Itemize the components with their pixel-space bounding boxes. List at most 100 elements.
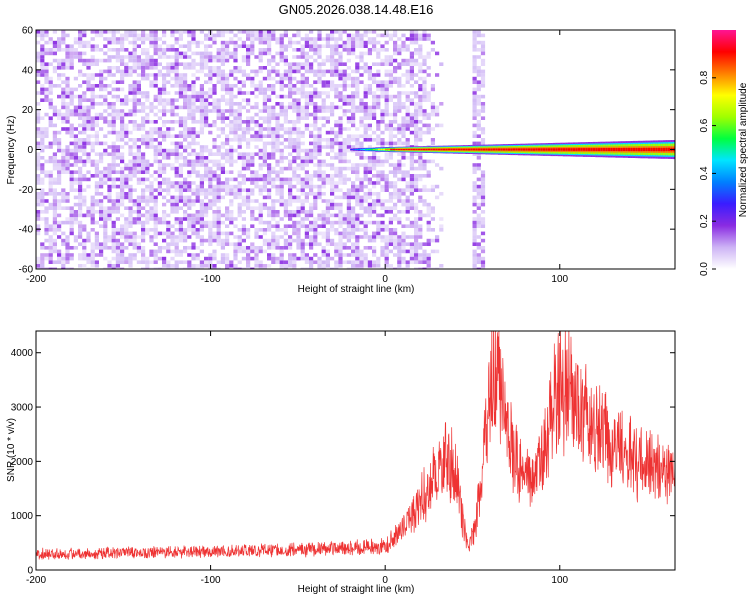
heatmap-cell: [376, 192, 381, 196]
heatmap-cell: [246, 73, 251, 77]
heatmap-cell: [359, 141, 364, 146]
heatmap-cell: [279, 184, 284, 189]
heatmap-cell: [367, 163, 372, 167]
heatmap-cell: [237, 238, 242, 243]
heatmap-cell: [120, 166, 125, 171]
heatmap-carrier-cell: [397, 149, 401, 150]
heatmap-cell: [187, 195, 192, 200]
heatmap-cell: [338, 76, 343, 81]
heatmap-cell: [124, 181, 129, 185]
heatmap-band-cell: [472, 69, 477, 74]
heatmap-cell: [435, 238, 440, 243]
heatmap-cell: [183, 177, 188, 182]
heatmap-cell: [258, 37, 263, 41]
heatmap-cell: [250, 199, 255, 203]
heatmap-cell: [397, 62, 402, 66]
heatmap-cell: [90, 220, 95, 225]
heatmap-cell: [174, 242, 179, 246]
heatmap-cell: [414, 127, 419, 131]
heatmap-cell: [82, 174, 87, 178]
heatmap-cell: [199, 130, 204, 135]
heatmap-cell: [233, 44, 238, 48]
heatmap-cell: [241, 134, 246, 138]
heatmap-cell: [124, 256, 129, 261]
heatmap-cell: [170, 66, 175, 70]
heatmap-cell: [426, 242, 431, 246]
heatmap-cell: [191, 130, 196, 135]
heatmap-cell: [237, 145, 242, 149]
heatmap-cell: [372, 94, 377, 99]
heatmap-cell: [359, 116, 364, 120]
heatmap-cell: [204, 37, 209, 41]
heatmap-cell: [246, 76, 251, 81]
heatmap-cell: [199, 109, 204, 113]
heatmap-cell: [36, 199, 41, 203]
heatmap-cell: [216, 127, 221, 131]
heatmap-cell: [409, 62, 414, 66]
heatmap-cell: [174, 159, 179, 164]
heatmap-cell: [292, 141, 297, 146]
heatmap-cell: [103, 98, 108, 102]
heatmap-cell: [271, 145, 276, 149]
heatmap-cell: [292, 105, 297, 110]
heatmap-cell: [86, 66, 91, 70]
heatmap-cell: [367, 202, 372, 207]
heatmap-cell: [363, 134, 368, 138]
heatmap-cell: [225, 159, 230, 164]
heatmap-carrier-cell: [450, 148, 453, 151]
heatmap-cell: [48, 253, 53, 257]
heatmap-cell: [271, 253, 276, 257]
heatmap-cell: [359, 51, 364, 56]
heatmap-cell: [363, 105, 368, 110]
heatmap-cell: [309, 102, 314, 106]
heatmap-cell: [141, 138, 146, 142]
heatmap-cell: [174, 202, 179, 207]
heatmap-carrier-cell: [372, 149, 376, 150]
heatmap-cell: [187, 260, 192, 264]
heatmap-cell: [132, 163, 137, 167]
heatmap-cell: [141, 33, 146, 38]
heatmap-cell: [330, 127, 335, 131]
heatmap-cell: [36, 177, 41, 182]
heatmap-cell: [149, 58, 154, 63]
heatmap-cell: [174, 184, 179, 189]
heatmap-cell: [338, 256, 343, 261]
heatmap-cell: [422, 199, 427, 203]
heatmap-cell: [103, 44, 108, 48]
heatmap-cell: [170, 62, 175, 66]
heatmap-cell: [111, 145, 116, 149]
heatmap-cell: [183, 73, 188, 77]
heatmap-cell: [149, 235, 154, 239]
heatmap-cell: [40, 156, 45, 160]
heatmap-cell: [157, 188, 162, 192]
heatmap-cell: [36, 152, 41, 156]
heatmap-cell: [397, 267, 402, 269]
heatmap-carrier-cell: [542, 148, 546, 151]
heatmap-cell: [233, 249, 238, 254]
heatmap-cell: [36, 163, 41, 167]
heatmap-band-cell: [480, 249, 486, 254]
heatmap-cell: [78, 166, 83, 171]
heatmap-cell: [99, 152, 104, 156]
heatmap-cell: [363, 30, 368, 34]
heatmap-cell: [380, 141, 385, 146]
heatmap-cell: [418, 120, 423, 124]
heatmap-cell: [304, 66, 309, 70]
heatmap-cell: [229, 192, 234, 196]
heatmap-cell: [115, 69, 120, 74]
heatmap-cell: [90, 120, 95, 124]
heatmap-cell: [166, 102, 171, 106]
y-tick-label: 0: [27, 145, 33, 156]
heatmap-cell: [267, 120, 272, 124]
heatmap-cell: [36, 264, 41, 268]
heatmap-cell: [262, 195, 267, 200]
heatmap-cell: [292, 33, 297, 38]
heatmap-cell: [313, 37, 318, 41]
heatmap-cell: [241, 69, 246, 74]
heatmap-cell: [384, 109, 389, 113]
heatmap-band-cell: [480, 238, 486, 243]
y-tick-label: 1000: [11, 511, 34, 522]
heatmap-cell: [103, 170, 108, 174]
heatmap-cell: [422, 76, 427, 81]
heatmap-cell: [40, 163, 45, 167]
